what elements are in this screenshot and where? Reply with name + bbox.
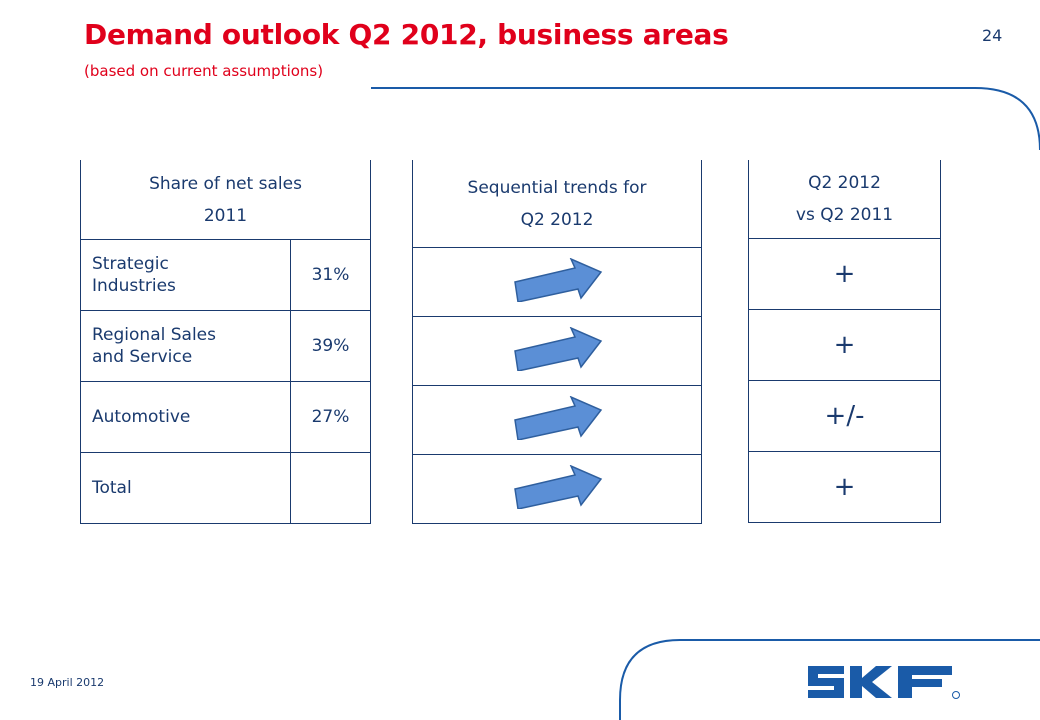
yoy-cell: + (748, 238, 941, 310)
share-of-net-sales-table: Share of net sales 2011 Strategic Indust… (80, 160, 371, 524)
table-row (412, 316, 702, 386)
page-subtitle: (based on current assumptions) (84, 62, 324, 80)
page-number: 24 (982, 26, 1003, 45)
share-cell: 27% (290, 381, 371, 453)
trend-cell (412, 454, 702, 524)
table-row: Regional Sales and Service 39% (80, 310, 371, 382)
segment-label: Industries (92, 276, 176, 296)
table-row: Total (80, 452, 371, 524)
trend-cell (412, 385, 702, 455)
share-header-line2: 2011 (203, 205, 248, 226)
trend-cell (412, 316, 702, 386)
table-row: Strategic Industries 31% (80, 239, 371, 311)
up-right-arrow-icon (514, 464, 603, 510)
sequential-trends-table: Sequential trends for Q2 2012 (412, 160, 702, 524)
up-right-arrow-icon (514, 395, 603, 441)
page-title: Demand outlook Q2 2012, business areas (84, 18, 729, 51)
yoy-comparison-table: Q2 2012 vs Q2 2011 + + +/- + (748, 160, 941, 523)
yoy-table-header: Q2 2012 vs Q2 2011 (748, 160, 941, 239)
segment-cell: Strategic Industries (80, 239, 291, 311)
yoy-cell: + (748, 451, 941, 523)
table-row: + (748, 309, 941, 381)
table-row: + (748, 238, 941, 310)
yoy-cell: + (748, 309, 941, 381)
yoy-header-line1: Q2 2012 (808, 173, 881, 193)
table-row: Automotive 27% (80, 381, 371, 453)
skf-logo (808, 666, 960, 699)
segment-cell: Regional Sales and Service (80, 310, 291, 382)
share-header-line1: Share of net sales (149, 173, 302, 194)
footer-date: 19 April 2012 (30, 676, 105, 689)
table-row (412, 385, 702, 455)
segment-label: Automotive (92, 407, 191, 427)
segment-label: Regional Sales (92, 325, 216, 345)
yoy-header-line2: vs Q2 2011 (795, 205, 894, 225)
table-row (412, 247, 702, 317)
up-right-arrow-icon (514, 326, 603, 372)
segment-cell: Total (80, 452, 291, 524)
share-table-header: Share of net sales 2011 (80, 160, 371, 240)
trend-header-line1: Sequential trends for (467, 177, 647, 198)
up-right-arrow-icon (514, 257, 603, 303)
segment-label: Total (92, 478, 132, 498)
segment-cell: Automotive (80, 381, 291, 453)
share-cell (290, 452, 371, 524)
share-cell: 39% (290, 310, 371, 382)
trend-header-line2: Q2 2012 (520, 209, 594, 230)
segment-label: and Service (92, 347, 193, 367)
share-cell: 31% (290, 239, 371, 311)
trend-cell (412, 247, 702, 317)
segment-label: Strategic (92, 254, 169, 274)
table-row: + (748, 451, 941, 523)
table-row (412, 454, 702, 524)
table-row: +/- (748, 380, 941, 452)
trend-table-header: Sequential trends for Q2 2012 (412, 160, 702, 248)
yoy-cell: +/- (748, 380, 941, 452)
